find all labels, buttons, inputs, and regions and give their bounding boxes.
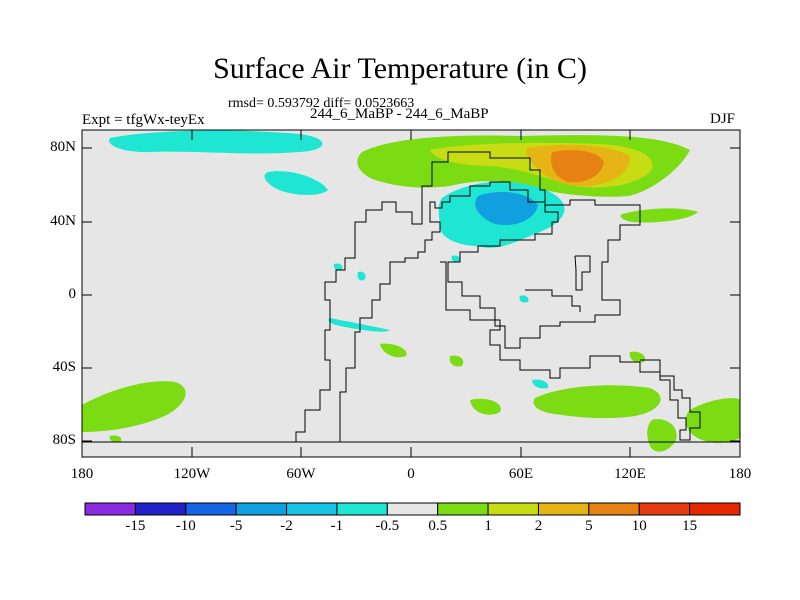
colorbar-box <box>689 502 741 516</box>
continent-outline <box>295 151 641 443</box>
colorbar-box <box>134 502 187 516</box>
colorbar-label: 15 <box>682 518 698 534</box>
lon-label-60e: 60E <box>508 466 534 482</box>
coastlines <box>82 151 740 443</box>
lat-label-40n: 40N <box>50 213 76 229</box>
colorbar-box <box>487 502 539 516</box>
colorbar-label: 5 <box>585 518 593 534</box>
anomaly-region <box>470 398 501 415</box>
anomaly-region <box>550 150 604 183</box>
anomaly-region <box>264 171 328 195</box>
lon-label-0: 0 <box>407 466 415 482</box>
stats-label: rmsd= 0.593792 diff= 0.0523663 <box>228 96 415 111</box>
lat-label-40s: 40S <box>52 359 76 375</box>
subtitle: 244_6_MaBP - 244_6_MaBP <box>310 106 489 122</box>
anomaly-region <box>685 398 740 443</box>
colorbar-box <box>185 502 237 516</box>
lat-label-80n: 80N <box>50 139 76 155</box>
lon-label-180e: 180 <box>728 466 752 482</box>
colorbar-box <box>537 502 590 516</box>
colorbar-box <box>386 502 439 516</box>
colorbar-box <box>286 502 338 516</box>
contour-fields <box>82 130 740 452</box>
anomaly-region <box>82 381 186 432</box>
colorbar <box>84 502 741 516</box>
axis-ticks <box>82 130 740 457</box>
colorbar-box <box>336 502 388 516</box>
colorbar-label: -5 <box>229 518 243 534</box>
colorbar-box <box>638 502 691 516</box>
lon-label-180w: 180 <box>70 466 94 482</box>
lat-label-80s: 80S <box>52 432 76 448</box>
anomaly-region <box>647 419 677 452</box>
colorbar-label: 1 <box>484 518 492 534</box>
experiment-label: Expt = tfgWx-teyEx <box>82 112 205 128</box>
continent-outline <box>574 255 591 291</box>
colorbar-box <box>84 502 136 516</box>
colorbar-label: -10 <box>175 518 196 534</box>
continent-outline <box>525 289 581 312</box>
anomaly-region <box>451 255 461 263</box>
anomaly-region <box>109 435 122 443</box>
anomaly-region <box>380 343 407 358</box>
anomaly-region <box>109 130 323 154</box>
page-title: Surface Air Temperature (in C) <box>213 52 587 85</box>
colorbar-label: -2 <box>280 518 293 534</box>
anomaly-region <box>532 379 549 389</box>
lon-label-120e: 120E <box>614 466 646 482</box>
colorbar-label: -15 <box>125 518 146 534</box>
colorbar-label: 2 <box>534 518 543 534</box>
anomaly-region <box>519 295 529 303</box>
colorbar-label: -0.5 <box>375 518 400 534</box>
continent-outline <box>440 261 701 441</box>
anomaly-region <box>357 271 366 281</box>
lat-label-0: 0 <box>68 286 77 302</box>
colorbar-label: 0.5 <box>428 518 448 534</box>
colorbar-box <box>437 502 489 516</box>
anomaly-region <box>333 263 343 271</box>
anomaly-region <box>475 191 538 226</box>
anomaly-region <box>328 318 390 332</box>
colorbar-box <box>588 502 640 516</box>
anomaly-region <box>449 355 464 367</box>
colorbar-box <box>235 502 288 516</box>
colorbar-label: 10 <box>631 518 647 534</box>
anomaly-region <box>533 385 661 419</box>
lon-label-120w: 120W <box>173 466 211 482</box>
lon-label-60w: 60W <box>286 466 316 482</box>
season-label: DJF <box>710 111 736 127</box>
colorbar-label: -1 <box>330 518 344 534</box>
